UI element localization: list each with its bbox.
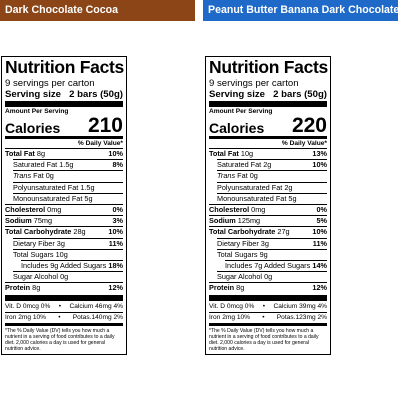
- divider-medium: [5, 322, 123, 326]
- vitamin-row-2: Iron 2mg 10% • Potas.123mg 2%: [209, 311, 327, 321]
- label-column-dark-chocolate: Dark Chocolate Cocoa Nutrition Facts 9 s…: [0, 0, 195, 356]
- amount-per-serving: Amount Per Serving: [5, 108, 69, 115]
- nutrition-facts-title: Nutrition Facts: [209, 57, 328, 77]
- nutrient-row-protein: Protein 8g 12%: [5, 282, 123, 293]
- vitamin-row-1: Vit. D 0mcg 0% • Calcium 39mg 4%: [209, 302, 327, 310]
- vitamin-d: Vit. D 0mcg 0%: [5, 302, 51, 310]
- nutrient-row-total-sugars: Total Sugars 9g: [217, 248, 327, 260]
- nutrient-row-monounsaturated-fat: Monounsaturated Fat 5g: [13, 192, 123, 204]
- serving-size-label: Serving size: [209, 89, 265, 100]
- divider-thick: [209, 101, 327, 107]
- divider-medium: [5, 136, 123, 139]
- calories-value: 210: [87, 114, 123, 137]
- nutrient-row-added-sugars: Includes 7g Added Sugars 14%: [225, 260, 327, 271]
- serving-size-value: 2 bars (50g): [273, 89, 327, 100]
- iron: Iron 2mg 10%: [209, 313, 251, 321]
- daily-value-header: % Daily Value*: [281, 140, 327, 147]
- nutrition-facts-panel: Nutrition Facts 9 servings per carton Se…: [1, 56, 127, 356]
- serving-size-row: Serving size 2 bars (50g): [5, 89, 123, 100]
- calcium: Calcium 39mg 4%: [273, 302, 327, 310]
- daily-value-footnote: *The % Daily Value (DV) tells you how mu…: [209, 327, 319, 352]
- nutrient-row-dietary-fiber: Dietary Fiber 3g 11%: [13, 237, 123, 248]
- calories-label: Calories: [5, 120, 61, 136]
- nutrient-row-total-fat: Total Fat 8g 10%: [5, 148, 123, 158]
- nutrient-row-saturated-fat: Saturated Fat 1.5g 8%: [13, 159, 123, 170]
- divider-thick: [5, 101, 123, 107]
- divider-medium: [209, 322, 327, 326]
- serving-size-row: Serving size 2 bars (50g): [209, 89, 327, 100]
- vitamin-row-2: Iron 2mg 10% • Potas.140mg 2%: [5, 311, 123, 321]
- flavor-banner: Peanut Butter Banana Dark Chocolate: [203, 0, 398, 21]
- calories-row: Calories 220: [209, 114, 327, 137]
- nutrient-row-total-fat: Total Fat 10g 13%: [209, 148, 327, 158]
- potassium: Potas.123mg 2%: [276, 313, 327, 321]
- nutrient-row-total-sugars: Total Sugars 10g: [13, 248, 123, 260]
- servings-per-container: 9 servings per carton: [5, 78, 95, 89]
- daily-value-header: % Daily Value*: [77, 140, 123, 147]
- serving-size-label: Serving size: [5, 89, 61, 100]
- nutrient-row-dietary-fiber: Dietary Fiber 3g 11%: [217, 237, 327, 248]
- nutrient-row-protein: Protein 8g 12%: [209, 282, 327, 293]
- nutrient-row-sugar-alcohol: Sugar Alcohol 0g: [217, 271, 327, 282]
- nutrient-row-total-carbohydrate: Total Carbohydrate 27g 10%: [209, 226, 327, 237]
- nutrition-facts-panel: Nutrition Facts 9 servings per carton Se…: [205, 56, 331, 356]
- vitamin-row-1: Vit. D 0mcg 0% • Calcium 46mg 4%: [5, 302, 123, 310]
- flavor-banner: Dark Chocolate Cocoa: [0, 0, 195, 21]
- calories-label: Calories: [209, 120, 265, 136]
- calories-value: 220: [291, 114, 327, 137]
- calories-row: Calories 210: [5, 114, 123, 137]
- nutrient-row-sodium: Sodium 75mg 3%: [5, 215, 123, 226]
- divider-thick: [209, 294, 327, 301]
- serving-size-value: 2 bars (50g): [69, 89, 123, 100]
- nutrient-row-monounsaturated-fat: Monounsaturated Fat 5g: [217, 192, 327, 204]
- nutrient-row-polyunsaturated-fat: Polyunsaturated Fat 1.5g: [13, 181, 123, 193]
- divider-medium: [209, 136, 327, 139]
- nutrition-facts-title: Nutrition Facts: [5, 57, 124, 77]
- nutrient-row-polyunsaturated-fat: Polyunsaturated Fat 2g: [217, 181, 327, 193]
- nutrient-row-added-sugars: Includes 9g Added Sugars 18%: [21, 260, 123, 271]
- daily-value-footnote: *The % Daily Value (DV) tells you how mu…: [5, 327, 115, 352]
- amount-per-serving: Amount Per Serving: [209, 108, 273, 115]
- nutrient-row-sugar-alcohol: Sugar Alcohol 0g: [13, 271, 123, 282]
- nutrient-row-trans-fat: Trans Fat 0g: [217, 170, 327, 181]
- nutrient-row-sodium: Sodium 125mg 5%: [209, 215, 327, 226]
- calcium: Calcium 46mg 4%: [69, 302, 123, 310]
- servings-per-container: 9 servings per carton: [209, 78, 299, 89]
- potassium: Potas.140mg 2%: [72, 313, 123, 321]
- label-column-peanut-butter-banana: Peanut Butter Banana Dark Chocolate Nutr…: [203, 0, 398, 356]
- nutrient-row-cholesterol: Cholesterol 0mg 0%: [209, 204, 327, 215]
- nutrient-row-trans-fat: Trans Fat 0g: [13, 170, 123, 181]
- nutrient-row-total-carbohydrate: Total Carbohydrate 28g 10%: [5, 226, 123, 237]
- nutrient-row-cholesterol: Cholesterol 0mg 0%: [5, 204, 123, 215]
- iron: Iron 2mg 10%: [5, 313, 47, 321]
- divider-thick: [5, 294, 123, 301]
- nutrient-row-saturated-fat: Saturated Fat 2g 10%: [217, 159, 327, 170]
- vitamin-d: Vit. D 0mcg 0%: [209, 302, 255, 310]
